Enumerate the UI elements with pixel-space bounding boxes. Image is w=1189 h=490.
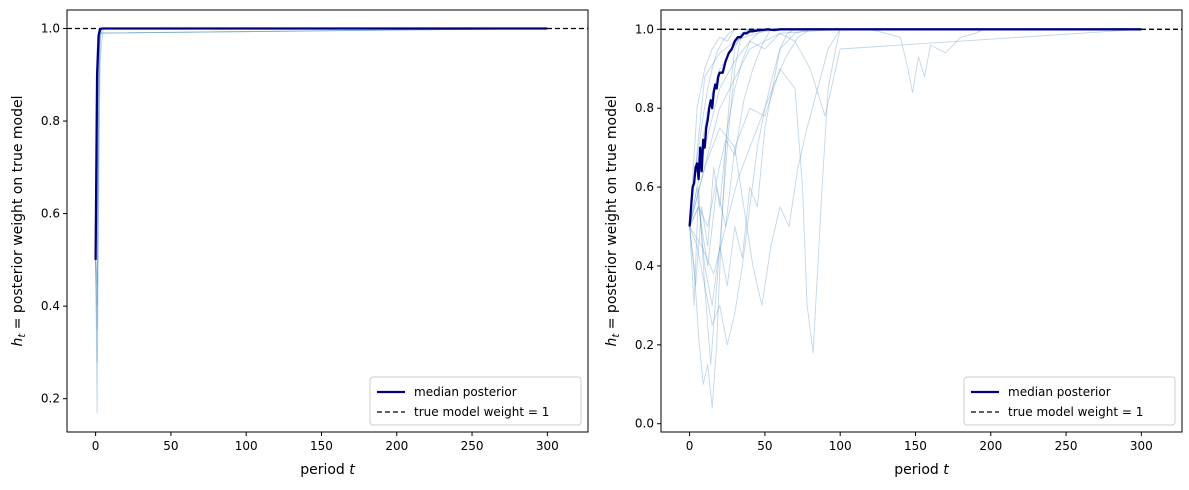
y-tick-label: 0.8 [635,101,654,115]
x-tick-label: 200 [385,439,408,453]
x-tick-label: 50 [163,439,178,453]
axes-frame [66,9,589,433]
posterior-path-line [95,28,548,284]
posterior-path-line [689,28,1142,354]
posterior-path-line [95,28,548,260]
x-tick-label: 150 [310,439,333,453]
posterior-path-line [95,28,548,307]
posterior-path-line [95,28,548,363]
x-tick-label: 250 [461,439,484,453]
x-tick-label: 0 [92,439,100,453]
y-tick-label: 0.4 [635,259,654,273]
posterior-path-line [689,28,1142,366]
y-tick-label: 1.0 [41,22,60,36]
posterior-path-line [689,28,1142,227]
legend: median posterior true model weight = 1 [369,376,582,426]
x-tick-label: 300 [1130,439,1153,453]
x-tick-label: 100 [829,439,852,453]
legend-median-label: median posterior [414,385,517,399]
legend: median posterior true model weight = 1 [963,376,1176,426]
median-posterior-line [94,27,548,260]
posterior-path-line [689,28,1142,287]
x-tick-label: 150 [904,439,927,453]
y-tick-label: 0.8 [41,114,60,128]
legend-box [963,376,1176,426]
plot-area [67,27,588,414]
x-tick-label: 0 [686,439,694,453]
posterior-path-line [95,28,548,260]
posterior-path-line [689,28,1142,227]
posterior-path-line [95,28,548,330]
chart-right: 0 50 100 150 200 250 300 0.0 0.2 0.4 0.6 0.8 1.0 peri… [604,9,1183,478]
y-tick-label: 0.2 [635,338,654,352]
posterior-path-line [689,28,1142,409]
x-tick-label: 300 [536,439,559,453]
y-tick-label: 0.6 [41,207,60,221]
x-axis-label: period t [894,462,949,478]
legend-reference-label: true model weight = 1 [1008,405,1143,419]
y-tick-label: 0.0 [635,417,654,431]
posterior-path-line [95,28,548,260]
y-tick-label: 1.0 [635,22,654,36]
posterior-path-line [689,28,1142,306]
axes-frame [660,9,1183,433]
x-axis-label: period t [300,462,355,478]
x-tick-label: 50 [757,439,772,453]
y-axis-label: ht = posterior weight on true model [604,95,622,346]
legend-box [369,376,582,426]
posterior-path-line [689,28,1142,275]
posterior-path-line [95,28,548,414]
chart-left: 0 50 100 150 200 250 300 0.2 0.4 0.6 0.8 1.0 period … [10,9,589,478]
median-posterior-line [688,28,1142,227]
x-tick-label: 250 [1055,439,1078,453]
x-tick-label: 100 [235,439,258,453]
y-tick-label: 0.6 [635,180,654,194]
y-tick-label: 0.4 [41,299,60,313]
y-axis-label: ht = posterior weight on true model [10,95,28,346]
posterior-path-line [689,28,1142,346]
x-tick-label: 200 [979,439,1002,453]
posterior-path-line [689,28,1142,227]
legend-reference-label: true model weight = 1 [414,405,549,419]
legend-median-label: median posterior [1008,385,1111,399]
plot-area [661,28,1182,409]
y-tick-label: 0.2 [41,392,60,406]
posterior-path-line [689,28,1142,306]
